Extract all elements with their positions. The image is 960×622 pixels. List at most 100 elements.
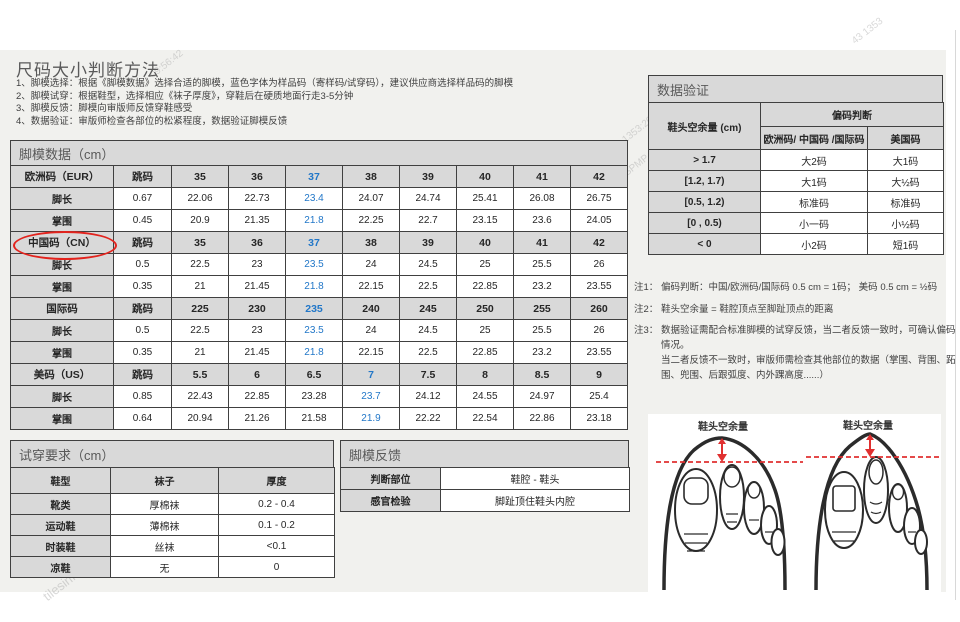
- data-cell: 25.41: [456, 187, 514, 210]
- toenail: [683, 477, 709, 505]
- data-cell: 0.35: [113, 275, 172, 298]
- note-text: 鞋头空余量 = 鞋腔顶点至脚趾顶点的距离: [661, 303, 834, 315]
- data-cell: 大2码: [760, 149, 868, 171]
- arrowhead-up: [866, 434, 874, 440]
- data-cell: 22.15: [342, 275, 400, 298]
- data-cell: 小2码: [760, 233, 868, 255]
- data-cell: 9: [570, 363, 628, 386]
- data-cell: 小½码: [867, 212, 944, 234]
- column-header: 美国码: [867, 126, 944, 150]
- data-cell: 24.55: [456, 385, 514, 408]
- arrowhead-down: [717, 454, 727, 462]
- page-right-edge: [955, 30, 956, 600]
- foot-model-table-title: 脚模数据（cm）: [10, 140, 628, 166]
- row-label-cell: [0.5, 1.2): [648, 191, 761, 213]
- foot-diagram-pointed-toe: [806, 432, 941, 590]
- row-label-cell: 判断部位: [340, 467, 441, 490]
- data-cell: 24: [342, 319, 400, 342]
- row-label-cell: 欧洲码（EUR）: [10, 165, 114, 188]
- note-label: 注1：: [634, 282, 659, 293]
- table-row: 掌围 0.35 21 21.45 21.8 22.15 22.5 22.85 23.2 23.55: [10, 275, 628, 298]
- data-cell: 38: [342, 165, 400, 188]
- row-label-cell: < 0: [648, 233, 761, 255]
- pinky-toe: [770, 528, 786, 556]
- data-cell: 23: [228, 253, 286, 276]
- column-header: 厚度: [218, 467, 335, 494]
- row-label-cell: 时装鞋: [10, 535, 111, 557]
- validation-table-title: 数据验证: [648, 75, 943, 103]
- table-row: < 0 小2码 短1码: [648, 233, 944, 255]
- toenail: [747, 481, 761, 499]
- shoe-outline: [814, 432, 929, 590]
- data-cell: 24.97: [513, 385, 571, 408]
- instruction-item: 1、脚模选择：根据《脚模数据》选择合适的脚模，蓝色字体为样品码（寄样码/试穿码）…: [16, 78, 514, 89]
- data-cell: 41: [513, 165, 571, 188]
- data-cell: 25.5: [513, 319, 571, 342]
- data-cell: 21.9: [342, 407, 400, 430]
- data-cell: 22.5: [399, 341, 457, 364]
- data-cell: 22.5: [171, 319, 229, 342]
- data-cell: 6.5: [285, 363, 343, 386]
- data-cell: 小一码: [760, 212, 868, 234]
- data-cell: 36: [228, 231, 286, 254]
- row-label-cell: 运动鞋: [10, 514, 111, 536]
- row-label-cell: > 1.7: [648, 149, 761, 171]
- data-cell: <0.1: [218, 535, 335, 557]
- table-row: 感官检验 脚趾顶住鞋头内腔: [340, 489, 630, 512]
- data-cell: 22.85: [456, 275, 514, 298]
- data-cell: 24.07: [342, 187, 400, 210]
- data-cell: 0.5: [113, 319, 172, 342]
- notes: 注1： 偏码判断：中国/欧洲码/国际码 0.5 cm = 1码； 美码 0.5 …: [634, 281, 956, 390]
- table-row: [0.5, 1.2) 标准码 标准码: [648, 191, 944, 213]
- data-cell: 37: [285, 231, 343, 254]
- data-cell: 26: [570, 253, 628, 276]
- feedback-table: 判断部位 鞋腔 - 鞋头 感官检验 脚趾顶住鞋头内腔: [340, 467, 630, 512]
- data-cell: 24.12: [399, 385, 457, 408]
- column-header: 欧洲码/ 中国码 /国际码: [760, 126, 868, 150]
- note-text: 数据验证需配合标准脚模的试穿反馈，当二者反馈一致时，可确认偏码情况。 当二者反馈…: [661, 324, 956, 383]
- data-cell: 22.7: [399, 209, 457, 232]
- data-cell: 0.64: [113, 407, 172, 430]
- row-label-cell: 脚长: [10, 385, 114, 408]
- data-cell: 24.05: [570, 209, 628, 232]
- data-cell: 23.28: [285, 385, 343, 408]
- data-cell: 丝袜: [110, 535, 219, 557]
- table-row: > 1.7 大2码 大1码: [648, 149, 944, 171]
- instruction-item: 4、数据验证：审版师检查各部位的松紧程度，数据验证脚模反馈: [16, 115, 288, 127]
- data-cell: 23.5: [285, 319, 343, 342]
- row-label-cell: 凉鞋: [10, 556, 111, 578]
- foot-diagram-round-toe: [656, 436, 803, 590]
- data-cell: 24: [342, 253, 400, 276]
- column-header: 鞋型: [10, 467, 111, 494]
- table-row: [1.2, 1.7) 大1码 大½码: [648, 170, 944, 192]
- data-cell: 22.25: [342, 209, 400, 232]
- table-row: [0 , 0.5) 小一码 小½码: [648, 212, 944, 234]
- table-row: 运动鞋 薄棉袜 0.1 - 0.2: [10, 514, 335, 536]
- data-cell: 255: [513, 297, 571, 320]
- data-cell: 21.45: [228, 275, 286, 298]
- watermark: 43 1353: [850, 15, 886, 47]
- column-header: 偏码判断: [760, 102, 944, 127]
- row-label-cell: 掌围: [10, 275, 114, 298]
- column-header: 鞋头空余量 (cm): [648, 102, 761, 150]
- arrowhead-up: [718, 438, 726, 444]
- data-cell: 22.06: [171, 187, 229, 210]
- data-cell: 23.18: [570, 407, 628, 430]
- row-label-cell: 掌围: [10, 209, 114, 232]
- data-cell: 大1码: [760, 170, 868, 192]
- data-cell: 22.22: [399, 407, 457, 430]
- data-cell: 23.6: [513, 209, 571, 232]
- row-label-cell: 掌围: [10, 341, 114, 364]
- table-row: 脚长 0.85 22.43 22.85 23.28 23.7 24.12 24.55 24.97…: [10, 385, 628, 408]
- table-row: 欧洲码（EUR） 跳码 35 36 37 38 39 40 41 42: [10, 165, 628, 188]
- instruction-item: 2、脚模试穿：根据鞋型，选择相应《袜子厚度》，穿鞋后在硬质地面行走3-5分钟: [16, 90, 354, 102]
- table-row: 脚长 0.67 22.06 22.73 23.4 24.07 24.74 25.41 26.08…: [10, 187, 628, 210]
- data-cell: 23.2: [513, 275, 571, 298]
- data-cell: 21: [171, 275, 229, 298]
- data-cell: 235: [285, 297, 343, 320]
- data-cell: 22.73: [228, 187, 286, 210]
- data-cell: 35: [171, 165, 229, 188]
- data-cell: 23.5: [285, 253, 343, 276]
- data-cell: 23.7: [342, 385, 400, 408]
- data-cell: 21.8: [285, 209, 343, 232]
